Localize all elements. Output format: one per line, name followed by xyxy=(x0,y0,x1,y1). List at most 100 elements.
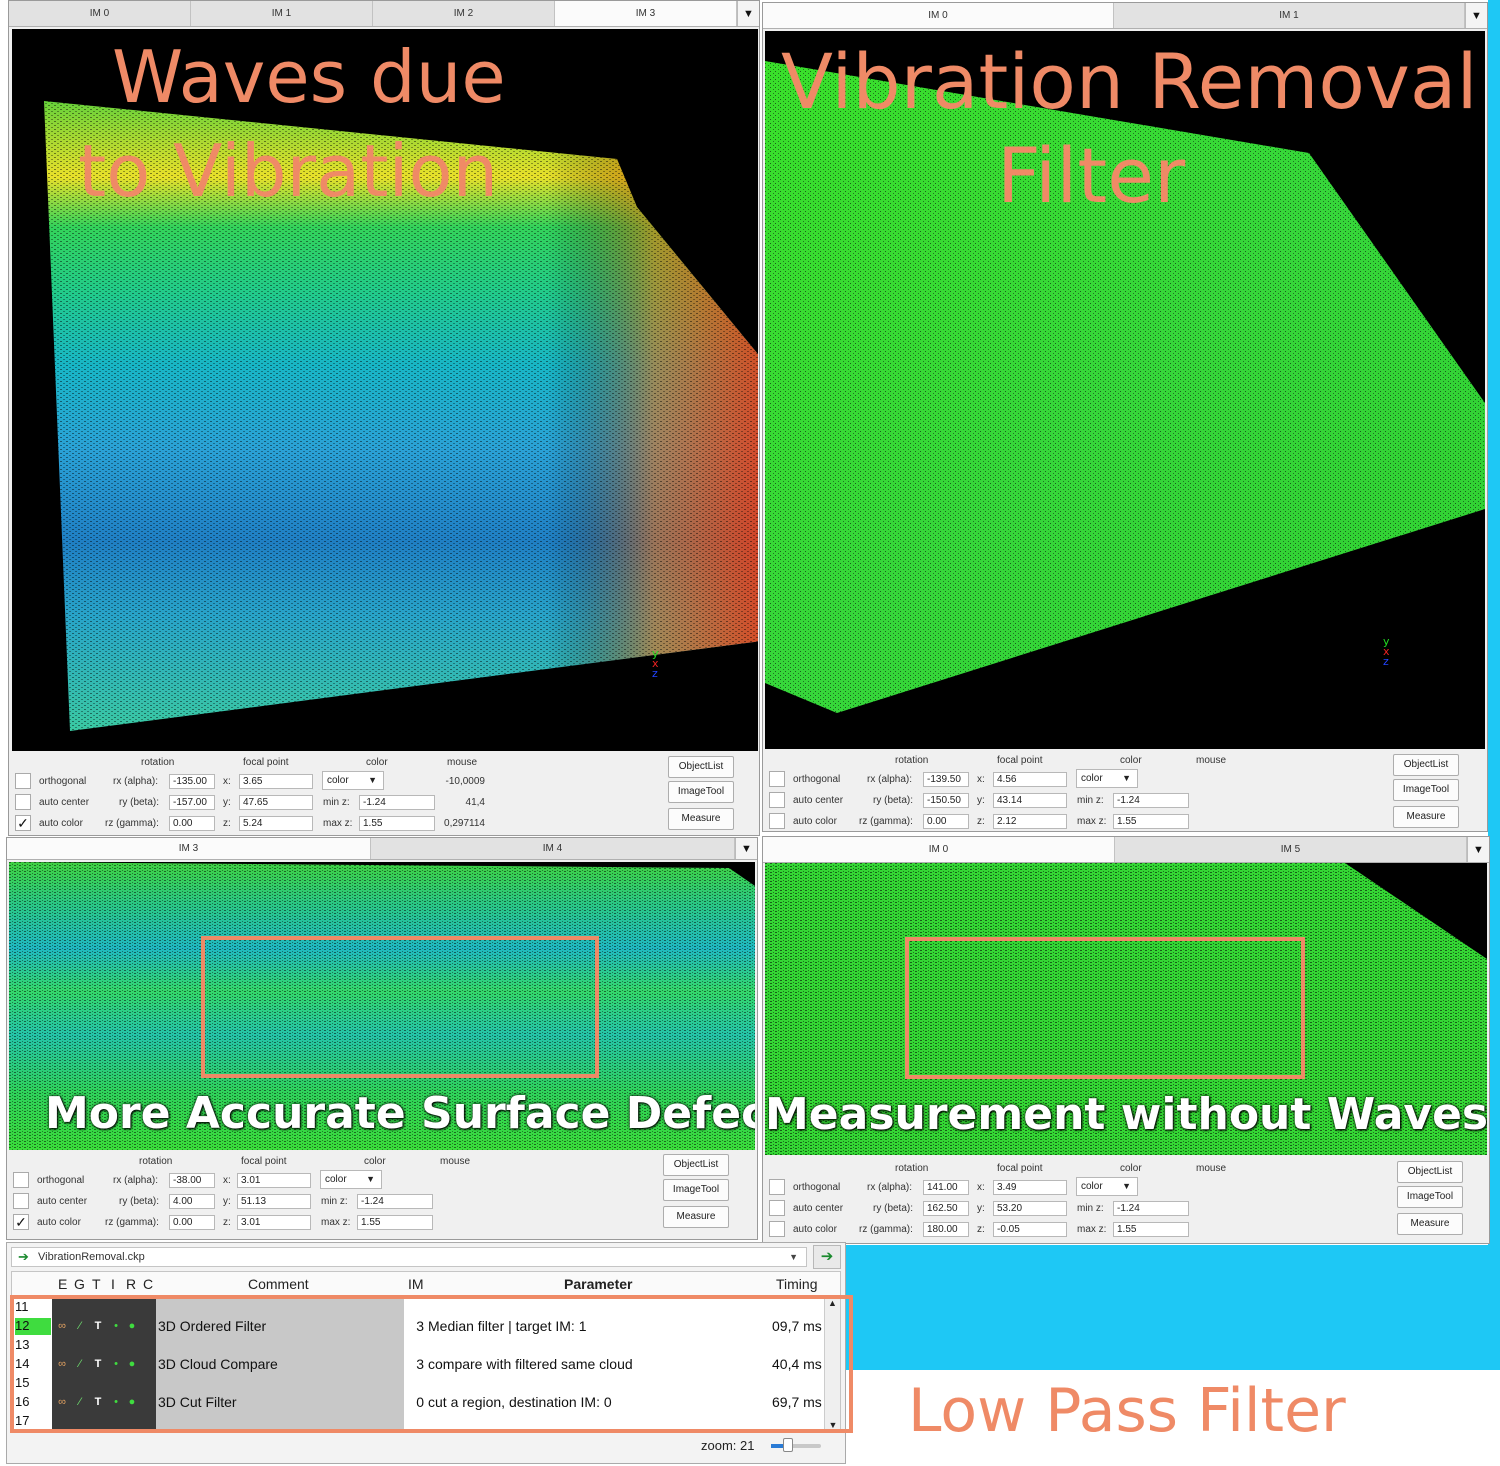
focal-z-input[interactable]: -0.05 xyxy=(993,1222,1067,1237)
focal-z-input[interactable]: 2.12 xyxy=(993,814,1067,829)
tab-im3[interactable]: IM 3 xyxy=(7,838,371,859)
measure-button[interactable]: Measure xyxy=(663,1206,729,1228)
min-z-input[interactable]: -1.24 xyxy=(1113,793,1189,808)
objectlist-button[interactable]: ObjectList xyxy=(1397,1161,1463,1183)
rz-input[interactable]: 0.00 xyxy=(169,816,215,831)
tab-im4[interactable]: IM 4 xyxy=(371,838,735,859)
point-cloud-canvas[interactable]: More Accurate Surface Defect xyxy=(9,862,755,1150)
min-z-input[interactable]: -1.24 xyxy=(1113,1201,1189,1216)
focal-y-input[interactable]: 53.20 xyxy=(993,1201,1067,1216)
zoom-slider[interactable] xyxy=(771,1444,821,1448)
min-z-input[interactable]: -1.24 xyxy=(359,795,435,810)
rz-input[interactable]: 0.00 xyxy=(169,1215,215,1230)
run-icon[interactable]: ● xyxy=(128,1320,136,1332)
scroll-down-icon[interactable]: ▼ xyxy=(828,1420,838,1430)
col-t[interactable]: T xyxy=(92,1276,101,1292)
rz-input[interactable]: 0.00 xyxy=(923,814,969,829)
link-icon[interactable]: ∞ xyxy=(58,1358,66,1370)
rx-input[interactable]: 141.00 xyxy=(923,1180,969,1195)
tab-im1[interactable]: IM 1 xyxy=(1114,3,1465,28)
auto-center-checkbox[interactable] xyxy=(769,792,785,808)
auto-color-checkbox[interactable]: ✓ xyxy=(15,815,31,831)
tab-im5[interactable]: IM 5 xyxy=(1115,837,1467,862)
imagetool-button[interactable]: ImageTool xyxy=(1397,1186,1463,1208)
tab-im0[interactable]: IM 0 xyxy=(9,1,191,26)
measure-button[interactable]: Measure xyxy=(668,808,734,830)
col-i[interactable]: I xyxy=(111,1276,115,1292)
col-r[interactable]: R xyxy=(126,1276,137,1292)
imagetool-button[interactable]: ImageTool xyxy=(1393,779,1459,801)
objectlist-button[interactable]: ObjectList xyxy=(663,1154,729,1176)
ry-input[interactable]: 4.00 xyxy=(169,1194,215,1209)
table-row[interactable]: 14 ∞ ⁄ T • ● 3D Cloud Compare 3 compare … xyxy=(15,1356,822,1372)
orthogonal-checkbox[interactable] xyxy=(13,1172,29,1188)
tab-im0[interactable]: IM 0 xyxy=(763,837,1115,862)
max-z-input[interactable]: 1.55 xyxy=(357,1215,433,1230)
rx-input[interactable]: -139.50 xyxy=(923,772,969,787)
rx-input[interactable]: -38.00 xyxy=(169,1173,215,1188)
max-z-input[interactable]: 1.55 xyxy=(1113,1222,1189,1237)
max-z-input[interactable]: 1.55 xyxy=(1113,814,1189,829)
col-timing[interactable]: Timing xyxy=(776,1276,818,1292)
col-c[interactable]: C xyxy=(143,1276,154,1292)
table-row[interactable]: 17 xyxy=(15,1413,30,1428)
tab-im3[interactable]: IM 3 xyxy=(555,1,737,26)
min-z-input[interactable]: -1.24 xyxy=(357,1194,433,1209)
focal-y-input[interactable]: 43.14 xyxy=(993,793,1067,808)
focal-y-input[interactable]: 47.65 xyxy=(239,795,313,810)
auto-color-checkbox[interactable]: ✓ xyxy=(13,1214,29,1230)
dot-icon[interactable]: • xyxy=(114,1358,118,1370)
imagetool-button[interactable]: ImageTool xyxy=(668,781,734,803)
color-mode-select[interactable]: color ▼ xyxy=(320,1170,382,1189)
orthogonal-checkbox[interactable] xyxy=(769,771,785,787)
tab-im1[interactable]: IM 1 xyxy=(191,1,373,26)
zoom-slider-handle[interactable] xyxy=(783,1438,793,1452)
focal-x-input[interactable]: 4.56 xyxy=(993,772,1067,787)
run-icon[interactable]: ● xyxy=(128,1396,136,1408)
tab-im0[interactable]: IM 0 xyxy=(763,3,1114,28)
table-row[interactable]: 13 xyxy=(15,1337,30,1352)
objectlist-button[interactable]: ObjectList xyxy=(668,756,734,778)
link-icon[interactable]: ∞ xyxy=(58,1396,66,1408)
focal-z-input[interactable]: 3.01 xyxy=(237,1215,311,1230)
orthogonal-checkbox[interactable] xyxy=(15,773,31,789)
ry-input[interactable]: 162.50 xyxy=(923,1201,969,1216)
auto-center-checkbox[interactable] xyxy=(15,794,31,810)
max-z-input[interactable]: 1.55 xyxy=(359,816,435,831)
table-row[interactable]: 11 xyxy=(15,1299,29,1314)
run-icon[interactable]: ● xyxy=(128,1358,136,1370)
dot-icon[interactable]: • xyxy=(114,1320,118,1332)
point-cloud-canvas[interactable]: Vibration Removal Filter y x z xyxy=(765,31,1485,749)
text-icon[interactable]: T xyxy=(94,1320,102,1332)
measure-button[interactable]: Measure xyxy=(1393,806,1459,828)
link-icon[interactable]: ∞ xyxy=(58,1320,66,1332)
focal-y-input[interactable]: 51.13 xyxy=(237,1194,311,1209)
auto-center-checkbox[interactable] xyxy=(769,1200,785,1216)
ry-input[interactable]: -157.00 xyxy=(169,795,215,810)
dot-icon[interactable]: • xyxy=(114,1396,118,1408)
auto-color-checkbox[interactable] xyxy=(769,1221,785,1237)
focal-x-input[interactable]: 3.65 xyxy=(239,774,313,789)
color-mode-select[interactable]: color ▼ xyxy=(322,771,384,790)
col-comment[interactable]: Comment xyxy=(248,1276,309,1292)
auto-color-checkbox[interactable] xyxy=(769,813,785,829)
tab-dropdown-icon[interactable]: ▼ xyxy=(1467,837,1489,862)
graph-icon[interactable]: ⁄ xyxy=(79,1396,81,1408)
program-file-select[interactable]: ➔ VibrationRemoval.ckp ▼ xyxy=(11,1247,807,1267)
measure-button[interactable]: Measure xyxy=(1397,1213,1463,1235)
graph-icon[interactable]: ⁄ xyxy=(79,1320,81,1332)
table-row[interactable]: 12 ∞ ⁄ T • ● 3D Ordered Filter 3 Median … xyxy=(15,1318,822,1335)
focal-x-input[interactable]: 3.49 xyxy=(993,1180,1067,1195)
color-mode-select[interactable]: color ▼ xyxy=(1076,1177,1138,1196)
color-mode-select[interactable]: color ▼ xyxy=(1076,769,1138,788)
table-row[interactable]: 15 xyxy=(15,1375,30,1390)
graph-icon[interactable]: ⁄ xyxy=(79,1358,81,1370)
point-cloud-canvas[interactable]: Measurement without Waves xyxy=(765,863,1487,1155)
col-parameter[interactable]: Parameter xyxy=(564,1276,633,1292)
table-row[interactable]: 16 ∞ ⁄ T • ● 3D Cut Filter 0 cut a regio… xyxy=(15,1394,822,1410)
text-icon[interactable]: T xyxy=(94,1396,102,1408)
tab-dropdown-icon[interactable]: ▼ xyxy=(735,838,757,859)
orthogonal-checkbox[interactable] xyxy=(769,1179,785,1195)
program-scrollbar[interactable]: ▲ ▼ xyxy=(824,1296,840,1430)
focal-x-input[interactable]: 3.01 xyxy=(237,1173,311,1188)
